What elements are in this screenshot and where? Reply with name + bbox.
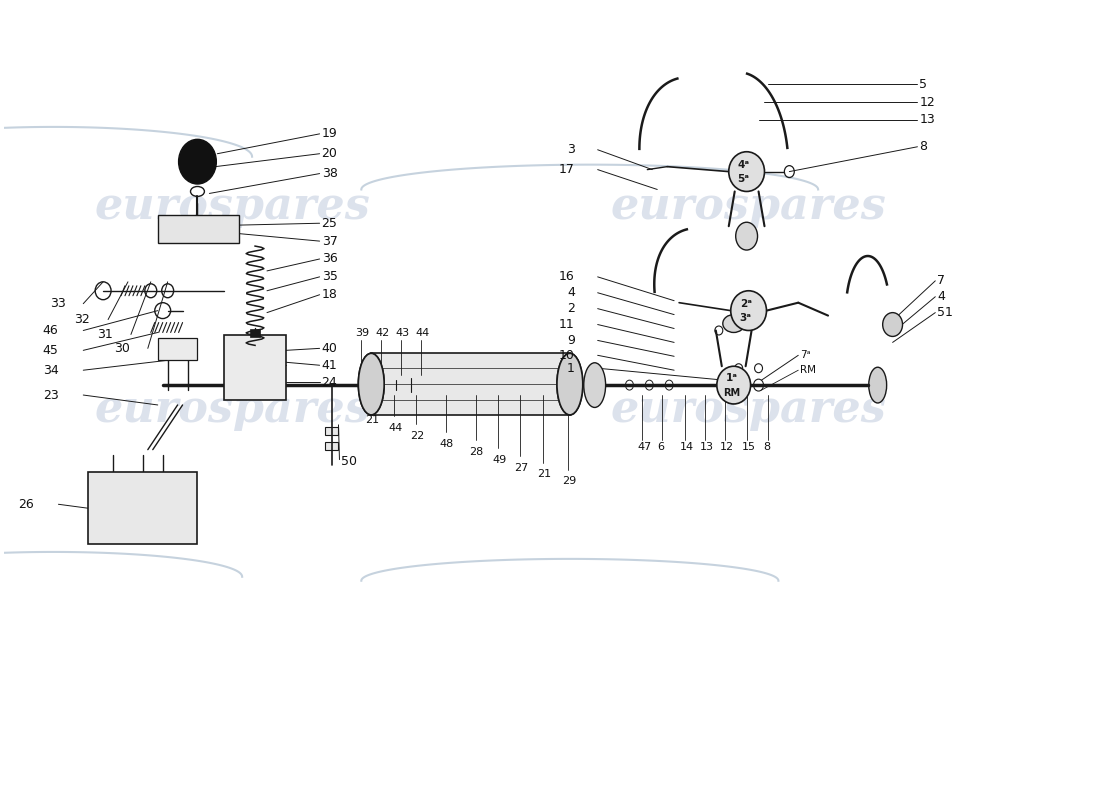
Text: 2ᵃ: 2ᵃ bbox=[739, 298, 751, 309]
Text: 13: 13 bbox=[700, 442, 714, 452]
Text: 49: 49 bbox=[493, 454, 507, 465]
Text: 45: 45 bbox=[43, 344, 58, 357]
Ellipse shape bbox=[882, 313, 902, 337]
Text: 12: 12 bbox=[920, 95, 935, 109]
Ellipse shape bbox=[723, 314, 745, 333]
Text: 14: 14 bbox=[680, 442, 694, 452]
Text: 34: 34 bbox=[43, 364, 58, 377]
Bar bbox=[224, 335, 286, 400]
Ellipse shape bbox=[557, 354, 583, 415]
Text: 28: 28 bbox=[470, 446, 484, 457]
Text: 42: 42 bbox=[375, 329, 389, 338]
Bar bbox=[250, 330, 260, 338]
Ellipse shape bbox=[730, 290, 767, 330]
Text: eurospares: eurospares bbox=[610, 389, 887, 431]
Text: RM: RM bbox=[723, 388, 740, 398]
Text: 13: 13 bbox=[920, 114, 935, 126]
Text: 1ᵃ: 1ᵃ bbox=[726, 373, 738, 383]
Ellipse shape bbox=[717, 366, 750, 404]
Text: 30: 30 bbox=[114, 342, 130, 355]
Text: 31: 31 bbox=[97, 328, 113, 341]
Text: 19: 19 bbox=[321, 127, 338, 140]
Text: 38: 38 bbox=[321, 167, 338, 180]
Text: 32: 32 bbox=[75, 313, 90, 326]
Text: 35: 35 bbox=[321, 270, 338, 283]
Text: 5ᵃ: 5ᵃ bbox=[738, 174, 749, 183]
Bar bbox=[157, 338, 198, 360]
Text: 9: 9 bbox=[566, 334, 575, 347]
Text: 40: 40 bbox=[321, 342, 338, 355]
Text: 36: 36 bbox=[321, 253, 338, 266]
Text: 47: 47 bbox=[637, 442, 651, 452]
Text: 46: 46 bbox=[43, 324, 58, 337]
Text: 50: 50 bbox=[341, 455, 358, 468]
Text: 44: 44 bbox=[415, 329, 429, 338]
Text: 4ᵃ: 4ᵃ bbox=[738, 160, 750, 170]
Ellipse shape bbox=[359, 354, 384, 415]
Text: 43: 43 bbox=[395, 329, 409, 338]
Text: 25: 25 bbox=[321, 217, 338, 230]
Text: 29: 29 bbox=[562, 477, 576, 486]
Text: 22: 22 bbox=[410, 430, 425, 441]
Ellipse shape bbox=[178, 139, 217, 184]
Bar bbox=[88, 473, 198, 544]
Text: 21: 21 bbox=[537, 470, 551, 479]
Bar bbox=[324, 427, 339, 434]
Text: 3ᵃ: 3ᵃ bbox=[739, 313, 751, 322]
Text: 11: 11 bbox=[559, 318, 575, 331]
Text: eurospares: eurospares bbox=[610, 185, 887, 228]
Text: RM: RM bbox=[801, 366, 816, 375]
Ellipse shape bbox=[557, 354, 583, 415]
Text: eurospares: eurospares bbox=[95, 389, 370, 431]
Text: 51: 51 bbox=[937, 306, 954, 319]
Text: 6: 6 bbox=[658, 442, 664, 452]
Text: 2: 2 bbox=[566, 302, 575, 315]
Text: 41: 41 bbox=[321, 358, 338, 372]
Ellipse shape bbox=[359, 354, 384, 415]
Text: 8: 8 bbox=[763, 442, 771, 452]
Text: 26: 26 bbox=[18, 498, 34, 510]
Ellipse shape bbox=[869, 367, 887, 403]
Ellipse shape bbox=[736, 222, 758, 250]
Text: 1: 1 bbox=[566, 362, 575, 374]
Text: 20: 20 bbox=[321, 147, 338, 160]
Bar bbox=[157, 215, 239, 243]
Text: eurospares: eurospares bbox=[95, 185, 370, 228]
Text: 10: 10 bbox=[559, 349, 575, 362]
Text: 17: 17 bbox=[559, 163, 575, 176]
Text: 5: 5 bbox=[920, 78, 927, 90]
Text: 27: 27 bbox=[515, 462, 528, 473]
Text: 48: 48 bbox=[440, 438, 454, 449]
Text: 15: 15 bbox=[741, 442, 756, 452]
Text: 4: 4 bbox=[566, 286, 575, 299]
Text: 16: 16 bbox=[559, 270, 575, 283]
Text: 23: 23 bbox=[43, 389, 58, 402]
Text: 37: 37 bbox=[321, 234, 338, 248]
Text: 3: 3 bbox=[566, 143, 575, 156]
Text: 4: 4 bbox=[937, 290, 945, 303]
Bar bbox=[324, 442, 339, 450]
Text: 24: 24 bbox=[321, 376, 338, 389]
Text: 12: 12 bbox=[719, 442, 734, 452]
Text: 7ᵃ: 7ᵃ bbox=[801, 350, 811, 360]
Ellipse shape bbox=[728, 152, 764, 191]
Text: 18: 18 bbox=[321, 288, 338, 302]
Text: 39: 39 bbox=[355, 329, 370, 338]
Bar bbox=[372, 354, 570, 415]
Text: 44: 44 bbox=[388, 423, 403, 433]
Text: 7: 7 bbox=[937, 274, 945, 287]
Text: 33: 33 bbox=[50, 297, 65, 310]
Text: 8: 8 bbox=[920, 140, 927, 154]
Ellipse shape bbox=[584, 362, 606, 407]
Text: 21: 21 bbox=[365, 415, 380, 425]
